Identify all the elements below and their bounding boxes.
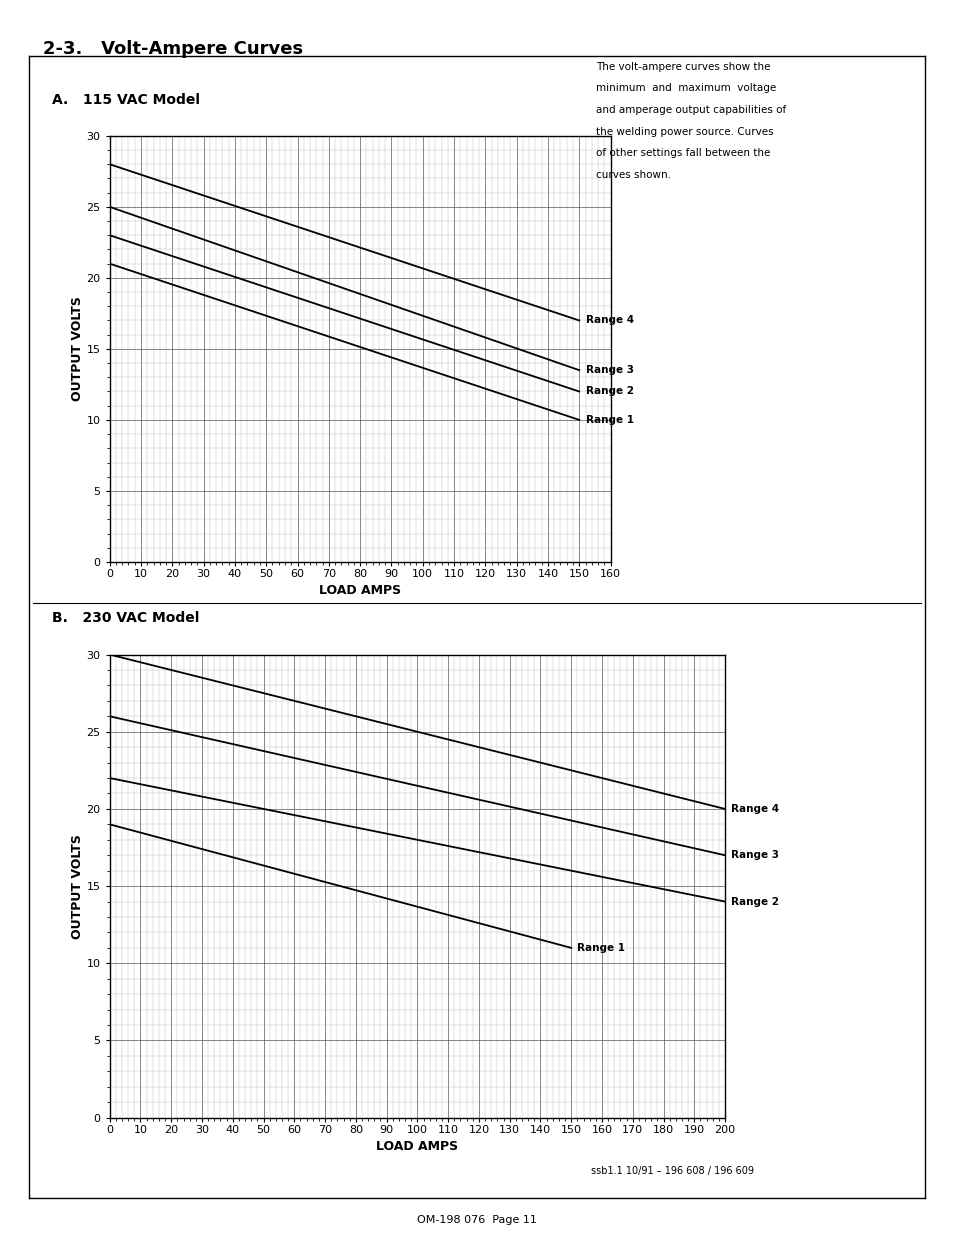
- Text: and amperage output capabilities of: and amperage output capabilities of: [596, 105, 785, 115]
- X-axis label: LOAD AMPS: LOAD AMPS: [318, 584, 401, 598]
- Y-axis label: OUTPUT VOLTS: OUTPUT VOLTS: [71, 834, 84, 939]
- Text: B.   230 VAC Model: B. 230 VAC Model: [52, 611, 199, 625]
- Y-axis label: OUTPUT VOLTS: OUTPUT VOLTS: [71, 296, 84, 401]
- Text: curves shown.: curves shown.: [596, 170, 671, 180]
- Text: ssb1.1 10/91 – 196 608 / 196 609: ssb1.1 10/91 – 196 608 / 196 609: [591, 1166, 754, 1176]
- Text: minimum  and  maximum  voltage: minimum and maximum voltage: [596, 84, 776, 94]
- Text: 2-3.   Volt-Ampere Curves: 2-3. Volt-Ampere Curves: [43, 40, 303, 58]
- Text: Range 3: Range 3: [585, 366, 633, 375]
- Text: A.   115 VAC Model: A. 115 VAC Model: [52, 93, 200, 106]
- Text: Range 4: Range 4: [585, 315, 633, 326]
- Text: Range 3: Range 3: [730, 850, 779, 861]
- X-axis label: LOAD AMPS: LOAD AMPS: [375, 1140, 458, 1153]
- Text: Range 1: Range 1: [585, 415, 633, 425]
- Text: of other settings fall between the: of other settings fall between the: [596, 148, 770, 158]
- Text: the welding power source. Curves: the welding power source. Curves: [596, 127, 773, 137]
- Text: OM-198 076  Page 11: OM-198 076 Page 11: [416, 1215, 537, 1225]
- Text: Range 2: Range 2: [585, 387, 633, 396]
- Text: Range 4: Range 4: [730, 804, 779, 814]
- Text: Range 2: Range 2: [730, 897, 779, 906]
- Text: Range 1: Range 1: [577, 942, 625, 953]
- Text: The volt-ampere curves show the: The volt-ampere curves show the: [596, 62, 770, 72]
